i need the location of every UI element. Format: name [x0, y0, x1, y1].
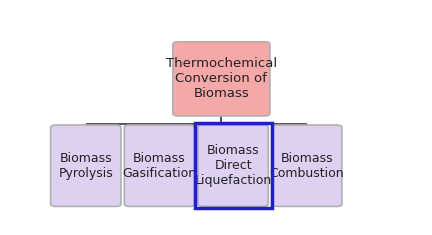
FancyBboxPatch shape	[173, 42, 270, 116]
Text: Biomass
Combustion: Biomass Combustion	[270, 152, 344, 180]
Text: Biomass
Direct
Liquefaction: Biomass Direct Liquefaction	[194, 144, 272, 187]
FancyBboxPatch shape	[124, 125, 194, 206]
Text: Biomass
Pyrolysis: Biomass Pyrolysis	[58, 152, 113, 180]
FancyBboxPatch shape	[272, 125, 342, 206]
FancyBboxPatch shape	[198, 125, 268, 206]
Text: Thermochemical
Conversion of
Biomass: Thermochemical Conversion of Biomass	[166, 57, 277, 100]
Text: Biomass
Gasification: Biomass Gasification	[122, 152, 197, 180]
FancyBboxPatch shape	[51, 125, 121, 206]
